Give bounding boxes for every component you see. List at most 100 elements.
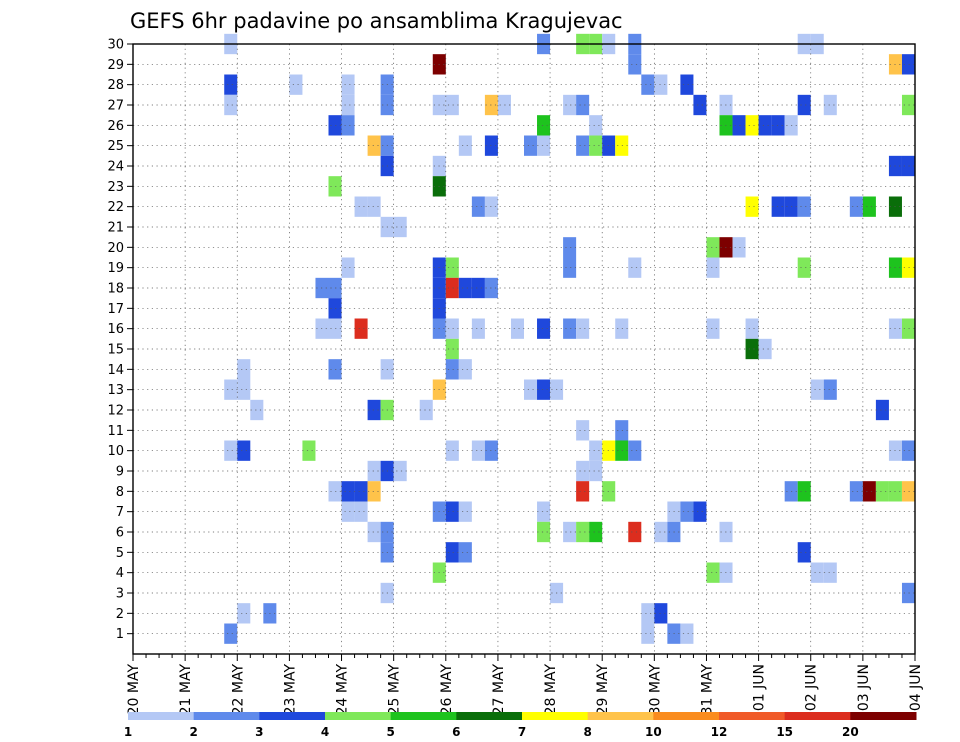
precip-cell: [589, 440, 603, 461]
y-tick-label: 11: [107, 424, 124, 439]
y-tick-label: 22: [107, 200, 124, 215]
precip-cell: [484, 135, 498, 156]
precip-cell: [341, 257, 355, 278]
y-tick-label: 8: [116, 485, 124, 500]
y-tick-label: 14: [107, 363, 124, 378]
x-tick-label: 29 MAY: [595, 664, 611, 716]
y-tick-label: 4: [116, 566, 124, 581]
precip-cell: [224, 379, 238, 400]
legend-swatch: [259, 712, 326, 720]
precip-cell: [615, 420, 629, 441]
precip-cell: [289, 74, 303, 95]
precip-cell: [680, 623, 694, 644]
chart-title: GEFS 6hr padavine po ansamblima Kragujev…: [130, 9, 623, 33]
precip-cell: [576, 135, 590, 156]
precip-cell: [654, 603, 668, 624]
legend-swatch: [456, 712, 523, 720]
precip-cell: [563, 318, 577, 339]
precip-cell: [901, 582, 915, 604]
precip-cell: [706, 237, 720, 258]
precip-cell: [445, 277, 459, 299]
precip-cell: [328, 277, 342, 299]
precip-cell: [589, 115, 603, 136]
x-tick-label: 23 MAY: [282, 664, 298, 716]
precip-cell: [563, 257, 577, 278]
precip-cell: [524, 379, 538, 400]
precip-cell: [341, 94, 355, 116]
precip-cell: [354, 501, 368, 522]
legend-label: 5: [386, 725, 394, 739]
legend-label: 10: [645, 725, 662, 739]
precip-cell: [458, 135, 472, 156]
legend-swatch: [390, 712, 457, 720]
precip-cell: [563, 94, 577, 116]
precip-cell: [628, 257, 642, 278]
precip-cell: [641, 623, 655, 644]
precip-cell: [458, 542, 472, 563]
x-tick-label: 24 MAY: [335, 664, 351, 716]
legend-swatch: [850, 712, 917, 720]
precip-cell: [445, 440, 459, 461]
precip-cell: [641, 603, 655, 624]
precip-cell: [445, 318, 459, 339]
precip-cell: [367, 135, 381, 156]
precip-cell: [654, 521, 668, 543]
precip-cell: [732, 237, 746, 258]
precip-cell: [758, 338, 772, 360]
y-tick-label: 12: [107, 404, 124, 419]
y-tick-label: 26: [107, 119, 124, 134]
y-tick-label: 7: [116, 505, 124, 520]
precip-cell: [693, 94, 707, 116]
legend-label: 12: [711, 725, 728, 739]
y-tick-label: 24: [107, 160, 124, 175]
precip-cell: [367, 481, 381, 502]
y-tick-label: 20: [107, 241, 124, 256]
precip-cell: [237, 359, 251, 380]
color-legend: 1 2 3 4 5 6 7 8 10 12 15 20: [124, 712, 917, 739]
y-tick-label: 1: [116, 627, 124, 642]
legend-swatch: [587, 712, 654, 720]
precip-cell: [328, 318, 342, 339]
x-tick-label: 20 MAY: [126, 664, 142, 716]
legend-label: 2: [189, 725, 197, 739]
data-cells: [224, 33, 915, 644]
precip-cell: [706, 257, 720, 278]
y-tick-label: 18: [107, 282, 124, 297]
precip-cell: [341, 501, 355, 522]
precip-cell: [328, 359, 342, 380]
precip-cell: [445, 257, 459, 278]
precip-cell: [797, 542, 811, 563]
legend-label: 1: [124, 725, 132, 739]
precip-cell: [901, 318, 915, 339]
precip-cell: [576, 460, 590, 482]
precip-cell: [810, 562, 824, 583]
precip-cell: [706, 318, 720, 339]
precip-cell: [341, 115, 355, 136]
y-tick-label: 17: [107, 302, 124, 317]
legend-swatch: [653, 712, 720, 720]
precip-cell: [849, 196, 863, 217]
precip-cell: [745, 318, 759, 339]
precip-cell: [471, 440, 485, 461]
y-tick-label: 23: [107, 180, 124, 195]
precip-cell: [367, 399, 381, 421]
y-tick-label: 30: [107, 38, 124, 53]
x-tick-label: 21 MAY: [178, 664, 194, 716]
precip-cell: [237, 603, 251, 624]
precip-cell: [641, 74, 655, 95]
precip-cell: [745, 196, 759, 217]
precip-cell: [901, 54, 915, 75]
x-tick-label: 31 MAY: [699, 664, 715, 716]
y-tick-label: 16: [107, 322, 124, 337]
precip-cell: [758, 115, 772, 136]
precip-cell: [237, 379, 251, 400]
precip-cell: [771, 196, 785, 217]
precip-cell: [328, 115, 342, 136]
precip-cell: [771, 115, 785, 136]
precip-cell: [615, 135, 629, 156]
precip-cell: [628, 521, 642, 543]
precip-cell: [693, 501, 707, 522]
precip-cell: [445, 94, 459, 116]
precip-cell: [875, 481, 889, 502]
